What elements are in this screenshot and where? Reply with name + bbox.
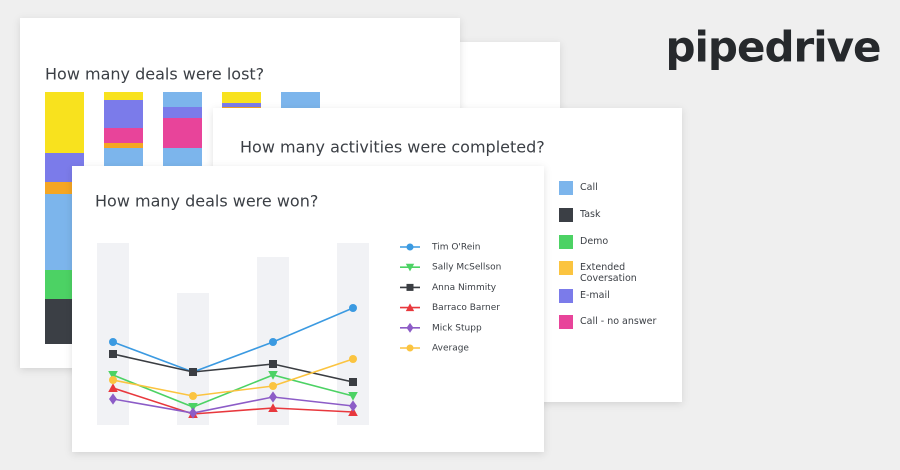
marker — [268, 403, 278, 412]
legend-label-box: Task — [580, 209, 601, 220]
marker — [405, 263, 415, 272]
bar-segment — [163, 107, 202, 118]
bar-segment — [104, 128, 143, 143]
bar-segment — [222, 92, 261, 103]
marker — [269, 360, 277, 368]
legend-label: Sally McSellson — [432, 263, 501, 273]
legend-swatch — [559, 235, 573, 249]
bar-segment — [222, 103, 261, 107]
marker — [108, 371, 118, 380]
legend-label: Barraco Barner — [432, 303, 500, 313]
marker — [269, 338, 277, 346]
marker — [349, 355, 357, 363]
marker — [349, 378, 357, 386]
chart-title: How many deals were won? — [95, 192, 318, 211]
legend-label: Call — [580, 182, 598, 193]
legend-label: Task — [580, 209, 601, 220]
legend-swatch — [559, 208, 573, 222]
bar-segment — [163, 92, 202, 107]
legend-label: Mick Stupp — [432, 323, 482, 333]
marker — [189, 407, 197, 419]
line — [112, 396, 354, 414]
bar-segment — [45, 92, 84, 153]
legend-swatch — [559, 289, 573, 303]
bar-segment — [104, 92, 143, 100]
legend-label-box: E-mail — [580, 290, 610, 301]
bar-segment — [104, 143, 143, 148]
marker — [108, 383, 118, 392]
marker — [109, 338, 117, 346]
marker — [405, 303, 415, 312]
legend-swatch — [559, 261, 573, 275]
marker — [406, 283, 414, 291]
marker — [189, 368, 197, 376]
marker — [348, 392, 358, 401]
marker — [406, 344, 414, 352]
legend-label-box: Extended Coversation — [580, 262, 637, 284]
card — [72, 166, 544, 452]
legend-label: E-mail — [580, 290, 610, 301]
marker — [268, 371, 278, 380]
legend-label-box: Demo — [580, 236, 609, 247]
legend-label: Demo — [580, 236, 609, 247]
line — [112, 387, 354, 415]
legend-label-box: Call - no answer — [580, 316, 657, 327]
legend-swatch — [559, 315, 573, 329]
marker — [406, 322, 414, 333]
logo: pipedrive — [665, 23, 880, 72]
legend-label: Extended Coversation — [580, 262, 637, 284]
legend-label: Average — [432, 344, 469, 354]
chart-title: How many activities were completed? — [240, 138, 545, 157]
legend-label: Call - no answer — [580, 316, 657, 327]
marker — [109, 393, 117, 405]
marker — [349, 304, 357, 312]
legend-label: Anna Nimmity — [432, 283, 497, 293]
legend-label: Tim O'Rein — [431, 243, 481, 253]
marker — [349, 400, 357, 412]
marker — [269, 391, 277, 403]
marker — [109, 376, 117, 384]
marker — [109, 350, 117, 358]
chart-title: How many deals were lost? — [45, 65, 264, 84]
line — [112, 358, 354, 397]
bar-segment — [163, 118, 202, 148]
marker — [269, 382, 277, 390]
legend-label-box: Call — [580, 182, 598, 193]
bar-segment — [104, 100, 143, 128]
marker — [406, 243, 414, 251]
legend-swatch — [559, 181, 573, 195]
marker — [189, 392, 197, 400]
line — [112, 307, 354, 373]
